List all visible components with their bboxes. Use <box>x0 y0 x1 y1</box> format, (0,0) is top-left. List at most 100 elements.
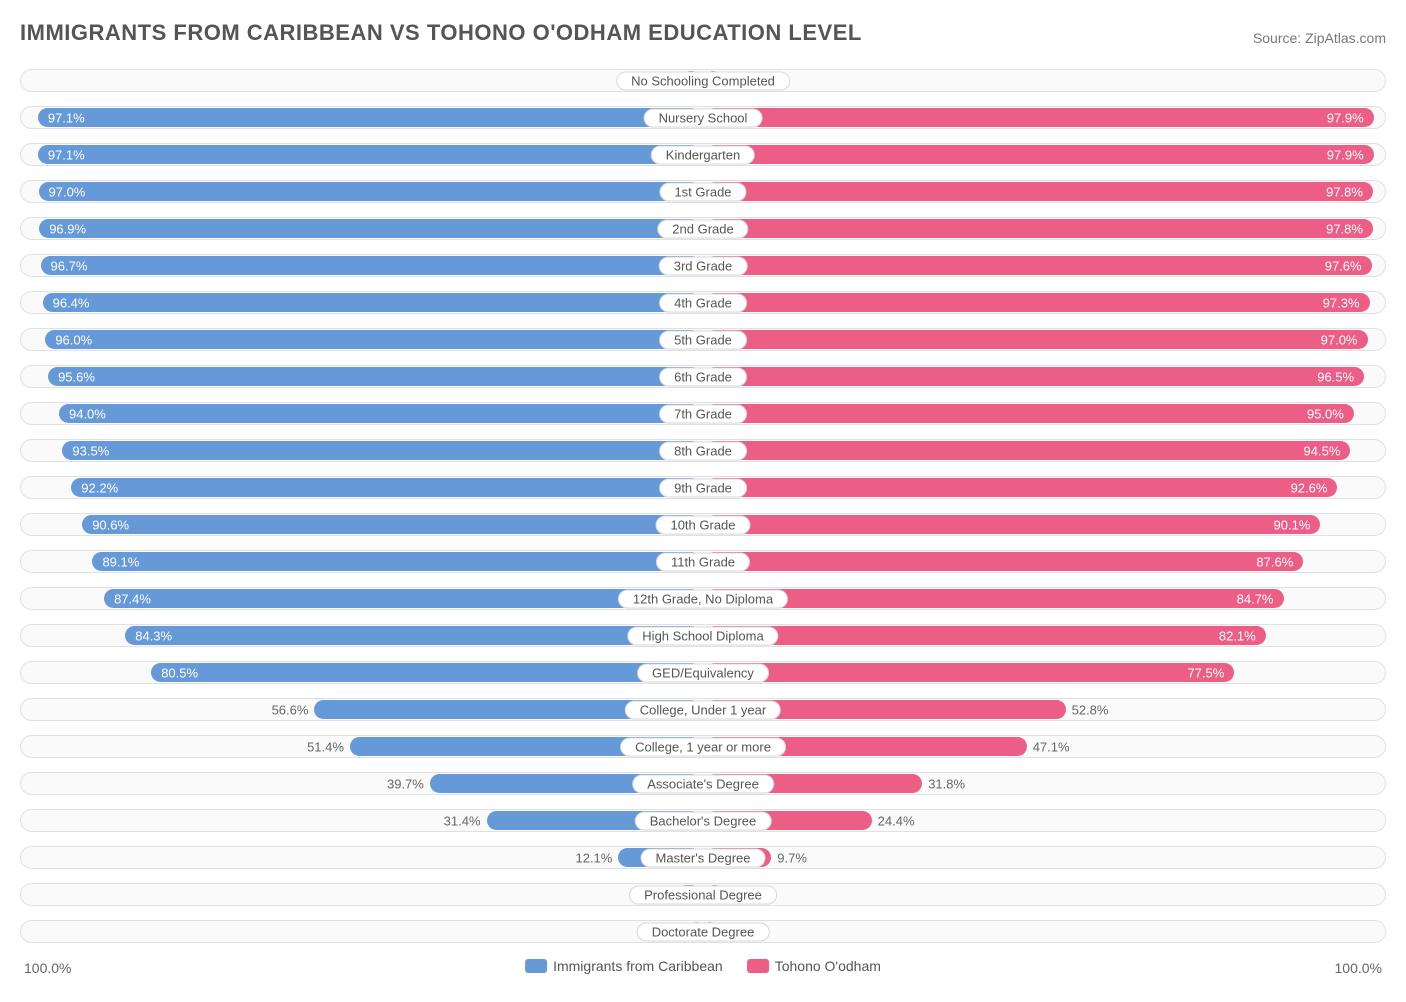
row-half-left: 89.1% <box>20 550 703 573</box>
legend-item-left: Immigrants from Caribbean <box>525 958 723 974</box>
bar-left: 96.7% <box>41 256 701 275</box>
value-right: 31.8% <box>928 776 965 791</box>
row-half-left: 1.3% <box>20 920 703 943</box>
value-right: 52.8% <box>1072 702 1109 717</box>
bar-left: 84.3% <box>125 626 701 645</box>
value-right: 97.8% <box>1326 184 1363 199</box>
value-left: 96.0% <box>55 332 92 347</box>
row-half-left: 97.0% <box>20 180 703 203</box>
value-right: 82.1% <box>1219 628 1256 643</box>
chart-row: 96.7%97.6%3rd Grade <box>20 251 1386 280</box>
category-label: Associate's Degree <box>632 774 774 793</box>
bar-right: 87.6% <box>705 552 1303 571</box>
chart-row: 97.0% 97.8% 1st Grade <box>20 177 1386 206</box>
value-left: 39.7% <box>387 776 424 791</box>
row-half-right: 92.6% <box>703 476 1386 499</box>
value-left: 96.4% <box>53 295 90 310</box>
bar-right: 94.5% <box>705 441 1350 460</box>
category-label: Bachelor's Degree <box>635 811 772 830</box>
row-half-right: 2.3% <box>703 69 1386 92</box>
row-half-right: 97.9% <box>703 143 1386 166</box>
chart-row: 96.0%97.0%5th Grade <box>20 325 1386 354</box>
bar-left: 96.4% <box>43 293 701 312</box>
bar-right: 96.5% <box>705 367 1364 386</box>
bar-right: 77.5% <box>705 663 1234 682</box>
chart-title: IMMIGRANTS FROM CARIBBEAN VS TOHONO O'OD… <box>20 20 862 46</box>
bar-left: 80.5% <box>151 663 701 682</box>
category-label: High School Diploma <box>627 626 778 645</box>
source-label: Source: <box>1253 30 1301 46</box>
value-left: 90.6% <box>92 517 129 532</box>
category-label: Master's Degree <box>641 848 766 867</box>
value-left: 96.9% <box>49 221 86 236</box>
category-label: 7th Grade <box>659 404 747 423</box>
value-right: 97.9% <box>1327 110 1364 125</box>
category-label: GED/Equivalency <box>637 663 769 682</box>
chart-row: 56.6%52.8%College, Under 1 year <box>20 695 1386 724</box>
value-right: 84.7% <box>1237 591 1274 606</box>
row-half-right: 97.8% <box>703 217 1386 240</box>
row-half-left: 2.9% <box>20 69 703 92</box>
value-right: 90.1% <box>1274 517 1311 532</box>
value-left: 95.6% <box>58 369 95 384</box>
category-label: 11th Grade <box>656 552 750 571</box>
bar-left: 90.6% <box>82 515 701 534</box>
category-label: 6th Grade <box>659 367 747 386</box>
bar-left: 87.4% <box>104 589 701 608</box>
row-half-right: 84.7% <box>703 587 1386 610</box>
row-half-right: 97.9% <box>703 106 1386 129</box>
bar-right: 97.9% <box>705 108 1374 127</box>
value-left: 89.1% <box>102 554 139 569</box>
category-label: 9th Grade <box>659 478 747 497</box>
row-half-right: 90.1% <box>703 513 1386 536</box>
category-label: Doctorate Degree <box>637 922 770 941</box>
bar-right: 82.1% <box>705 626 1266 645</box>
category-label: 4th Grade <box>659 293 747 312</box>
row-half-right: 95.0% <box>703 402 1386 425</box>
bar-right: 90.1% <box>705 515 1320 534</box>
bar-right: 97.8% <box>705 219 1373 238</box>
value-right: 97.3% <box>1323 295 1360 310</box>
row-half-right: 31.8% <box>703 772 1386 795</box>
chart-row: 97.1%97.9%Nursery School <box>20 103 1386 132</box>
chart-row: 94.0%95.0%7th Grade <box>20 399 1386 428</box>
value-left: 87.4% <box>114 591 151 606</box>
row-half-left: 80.5% <box>20 661 703 684</box>
row-half-left: 96.7% <box>20 254 703 277</box>
category-label: 12th Grade, No Diploma <box>618 589 788 608</box>
bar-right: 97.6% <box>705 256 1372 275</box>
row-half-left: 39.7% <box>20 772 703 795</box>
category-label: No Schooling Completed <box>616 71 790 90</box>
chart-rows: 2.9%2.3%No Schooling Completed 97.1%97.9%… <box>20 66 1386 946</box>
value-left: 96.7% <box>51 258 88 273</box>
row-half-right: 97.0% <box>703 328 1386 351</box>
bar-left: 96.0% <box>45 330 701 349</box>
chart-row: 92.2%92.6%9th Grade <box>20 473 1386 502</box>
category-label: 1st Grade <box>659 182 746 201</box>
value-right: 24.4% <box>878 813 915 828</box>
axis-label-left: 100.0% <box>24 960 71 976</box>
chart-source: Source: ZipAtlas.com <box>1253 30 1386 46</box>
category-label: College, 1 year or more <box>620 737 786 756</box>
chart-row: 31.4%24.4%Bachelor's Degree <box>20 806 1386 835</box>
row-half-left: 87.4% <box>20 587 703 610</box>
category-label: Kindergarten <box>651 145 755 164</box>
value-right: 95.0% <box>1307 406 1344 421</box>
bar-right: 97.3% <box>705 293 1370 312</box>
value-right: 96.5% <box>1317 369 1354 384</box>
row-half-left: 93.5% <box>20 439 703 462</box>
row-half-left: 96.9% <box>20 217 703 240</box>
category-label: Nursery School <box>644 108 763 127</box>
chart-row: 2.9%2.3%No Schooling Completed <box>20 66 1386 95</box>
value-right: 77.5% <box>1187 665 1224 680</box>
chart-row: 12.1%9.7%Master's Degree <box>20 843 1386 872</box>
value-right: 9.7% <box>777 850 807 865</box>
chart-row: 1.3%1.5%Doctorate Degree <box>20 917 1386 946</box>
chart-row: 97.1%97.9%Kindergarten <box>20 140 1386 169</box>
bar-left: 89.1% <box>92 552 701 571</box>
value-left: 80.5% <box>161 665 198 680</box>
bar-left: 93.5% <box>62 441 701 460</box>
row-half-right: 97.3% <box>703 291 1386 314</box>
row-half-right: 94.5% <box>703 439 1386 462</box>
row-half-right: 97.8% <box>703 180 1386 203</box>
